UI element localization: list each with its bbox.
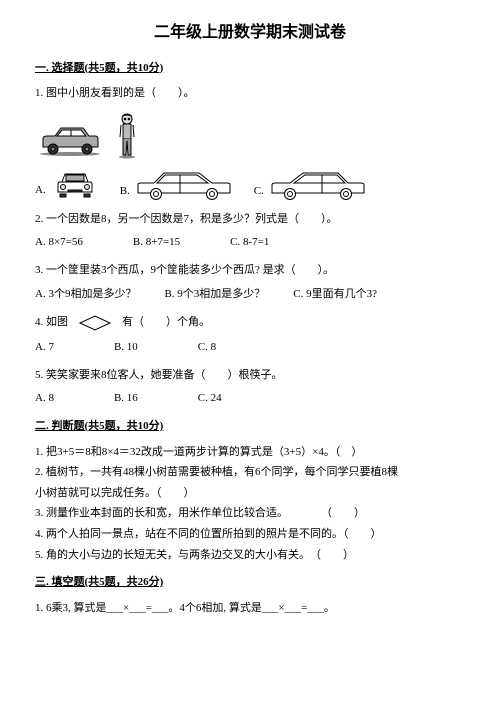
q1-optA: A. [35, 168, 100, 200]
q2-text: 2. 一个因数是8，另一个因数是7，积是多少？列式是（ ）。 [35, 211, 465, 229]
q1-optC: C. [254, 167, 368, 201]
q2-optC: C. 8-7=1 [230, 234, 269, 252]
q5-text: 5. 笑笑家要来8位客人，她要准备（ ）根筷子。 [35, 367, 465, 385]
s2-q5: 5. 角的大小与边的长短无关，与两条边交叉的大小有关。 （ ） [35, 547, 465, 565]
q4-options: A. 7 B. 10 C. 8 [35, 339, 465, 357]
car-side-icon [35, 121, 105, 159]
q4: 4. 如图 有（ ）个角。 A. 7 B. 10 C. 8 [35, 313, 465, 357]
s2-q3: 3. 测量作业本封面的长和宽，用米作单位比较合适。 （ ） [35, 505, 465, 523]
s2-q1: 1. 把3+5＝8和8×4＝32改成一道两步计算的算式是（3+5）×4。（ ） [35, 444, 465, 462]
car-front-icon [50, 168, 100, 200]
q3-optB: B. 9个3相加是多少？ [164, 286, 265, 304]
s3-q1: 1. 6乘3, 算式是___×___=___。4个6相加, 算式是___×___… [35, 600, 465, 618]
q1-optC-label: C. [254, 183, 264, 201]
q3-optC: C. 9里面有几个3? [293, 286, 377, 304]
q4-optC: C. 8 [198, 339, 216, 357]
q1-images [35, 111, 465, 159]
rhombus-icon [74, 313, 116, 333]
s2-q2b: 小树苗就可以完成任务。（ ） [35, 485, 465, 503]
q1-text: 1. 图中小朋友看到的是（ ）。 [35, 85, 465, 103]
section1-header: 一. 选择题(共5题，共10分) [35, 60, 465, 78]
q5: 5. 笑笑家要来8位客人，她要准备（ ）根筷子。 A. 8 B. 16 C. 2… [35, 367, 465, 408]
q1-options: A. B. [35, 167, 465, 201]
q3-text: 3. 一个筐里装3个西瓜，9个筐能装多少个西瓜? 是求（ ）。 [35, 262, 465, 280]
section2-list: 1. 把3+5＝8和8×4＝32改成一道两步计算的算式是（3+5）×4。（ ） … [35, 444, 465, 565]
q5-options: A. 8 B. 16 C. 24 [35, 390, 465, 408]
section3-header: 三. 填空题(共5题，共26分) [35, 574, 465, 592]
s2-q2a: 2. 植树节，一共有48棵小树苗需要被种植，有6个同学，每个同学只要植8棵 [35, 464, 465, 482]
section2-header: 二. 判断题(共5题，共10分) [35, 418, 465, 436]
page-title: 二年级上册数学期末测试卷 [35, 20, 465, 46]
q4-optA: A. 7 [35, 339, 54, 357]
q3: 3. 一个筐里装3个西瓜，9个筐能装多少个西瓜? 是求（ ）。 A. 3个9相加… [35, 262, 465, 303]
q1-optB: B. [120, 167, 234, 201]
boy-icon [115, 111, 139, 159]
q4-text-after: 有（ ）个角。 [122, 314, 210, 332]
q2-optB: B. 8+7=15 [133, 234, 180, 252]
q4-optB: B. 10 [114, 339, 138, 357]
q1-optA-label: A. [35, 182, 46, 200]
q3-optA: A. 3个9相加是多少？ [35, 286, 136, 304]
q2: 2. 一个因数是8，另一个因数是7，积是多少？列式是（ ）。 A. 8×7=56… [35, 211, 465, 252]
q5-optA: A. 8 [35, 390, 54, 408]
q2-options: A. 8×7=56 B. 8+7=15 C. 8-7=1 [35, 234, 465, 252]
q5-optC: C. 24 [198, 390, 222, 408]
car-side-b-icon [134, 167, 234, 201]
s2-q4: 4. 两个人拍同一景点，站在不同的位置所拍到的照片是不同的。（ ） [35, 526, 465, 544]
q4-text-before: 4. 如图 [35, 314, 68, 332]
q1: 1. 图中小朋友看到的是（ ）。 [35, 85, 465, 201]
car-side-c-icon [268, 167, 368, 201]
q3-options: A. 3个9相加是多少？ B. 9个3相加是多少？ C. 9里面有几个3? [35, 286, 465, 304]
q2-optA: A. 8×7=56 [35, 234, 83, 252]
q1-optB-label: B. [120, 183, 130, 201]
q5-optB: B. 16 [114, 390, 138, 408]
